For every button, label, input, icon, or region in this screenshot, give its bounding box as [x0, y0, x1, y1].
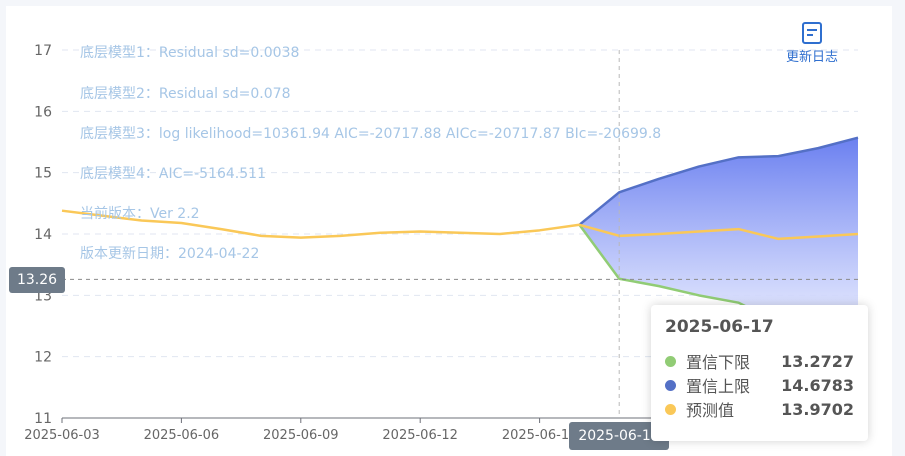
legend-dot-lower — [665, 355, 676, 367]
series-line-forecast — [61, 209, 859, 241]
x-tick-label: 2025-06-09 — [263, 428, 339, 443]
x-tick-label: 2025-06-12 — [382, 428, 458, 443]
model-annotation: 底层模型2：Residual sd=0.078 — [80, 86, 290, 102]
model-annotation: 底层模型1：Residual sd=0.0038 — [80, 45, 299, 61]
model-annotation: 当前版本：Ver 2.2 — [80, 205, 200, 222]
y-tick-label: 17 — [34, 43, 52, 59]
chart-tooltip: 2025-06-17 置信下限 13.2727 置信上限 14.6783 预测值… — [651, 305, 868, 441]
changelog-button[interactable]: 更新日志 — [776, 22, 848, 65]
tooltip-row: 预测值 13.9702 — [665, 397, 854, 421]
series-line-upper — [578, 136, 859, 226]
model-annotations: 底层模型1：Residual sd=0.0038 底层模型2：Residual s… — [80, 45, 661, 262]
legend-dot-forecast — [665, 403, 676, 415]
changelog-label: 更新日志 — [785, 50, 838, 65]
y-tick-label: 16 — [34, 104, 52, 120]
tooltip-row: 置信上限 14.6783 — [665, 373, 854, 397]
y-tick-label: 11 — [34, 411, 52, 427]
tooltip-row: 置信下限 13.2727 — [665, 349, 854, 373]
confidence-area — [579, 137, 858, 329]
model-annotation: 底层模型3：log likelihood=10361.94 AIC=-20717… — [80, 126, 661, 142]
tooltip-series-value: 13.2727 — [781, 351, 854, 371]
legend-dot-upper — [665, 379, 676, 391]
crosshair-y-label: 13.26 — [9, 267, 65, 293]
tooltip-series-value: 13.9702 — [781, 399, 854, 419]
y-tick-label: 15 — [34, 166, 52, 182]
tooltip-series-name: 预测值 — [686, 401, 735, 420]
x-tick-label: 2025-06-15 — [502, 428, 578, 443]
x-tick-label: 2025-06-03 — [24, 428, 100, 443]
tooltip-series-name: 置信下限 — [686, 353, 751, 372]
tooltip-series-name: 置信上限 — [686, 377, 751, 396]
x-tick-label: 2025-06-06 — [144, 428, 220, 443]
model-annotation: 底层模型4：AIC=-5164.511 — [80, 166, 266, 182]
document-list-icon — [802, 22, 822, 44]
confidence-band — [579, 137, 858, 329]
y-tick-label: 14 — [34, 227, 52, 243]
tooltip-title: 2025-06-17 — [665, 317, 774, 337]
crosshair — [62, 50, 858, 418]
y-tick-label: 12 — [34, 350, 52, 366]
tooltip-series-value: 14.6783 — [781, 375, 854, 395]
model-annotation: 版本更新日期：2024-04-22 — [80, 246, 259, 262]
